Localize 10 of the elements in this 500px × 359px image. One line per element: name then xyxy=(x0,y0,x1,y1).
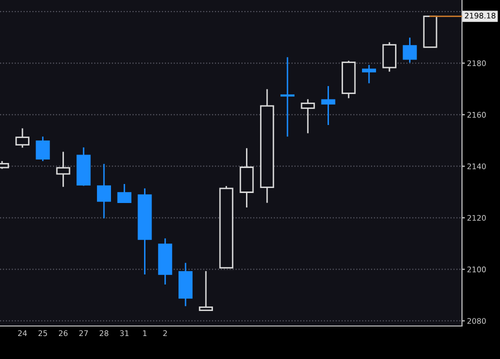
candlestick xyxy=(321,85,336,126)
candlestick xyxy=(138,188,152,276)
candlestick xyxy=(300,98,315,134)
candlestick xyxy=(240,147,254,208)
candlestick xyxy=(96,163,111,219)
candlestick xyxy=(260,88,274,204)
candlestick xyxy=(402,36,417,64)
candlestick xyxy=(56,151,70,188)
candlestick xyxy=(280,56,294,138)
candlestick xyxy=(158,238,172,286)
